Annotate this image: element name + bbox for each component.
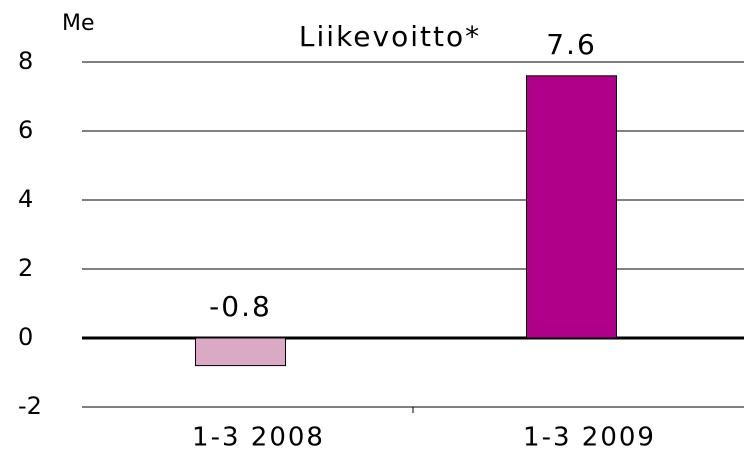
y-tick-label: -2 (18, 392, 42, 420)
bar (195, 337, 286, 367)
x-tick-label: 1-3 2009 (523, 423, 656, 453)
y-tick-label: 4 (18, 185, 33, 213)
x-tick-label: 1-3 2008 (192, 423, 325, 453)
y-axis-label: Me (62, 11, 95, 36)
y-tick-label: 6 (18, 116, 33, 144)
y-tick-label: 0 (18, 323, 33, 351)
value-label: -0.8 (209, 290, 272, 323)
bar (526, 75, 617, 339)
y-tick-label: 2 (18, 254, 33, 282)
value-label: 7.6 (546, 28, 597, 61)
y-tick-label: 8 (18, 47, 33, 75)
chart-title: Liikevoitto* (299, 20, 481, 53)
